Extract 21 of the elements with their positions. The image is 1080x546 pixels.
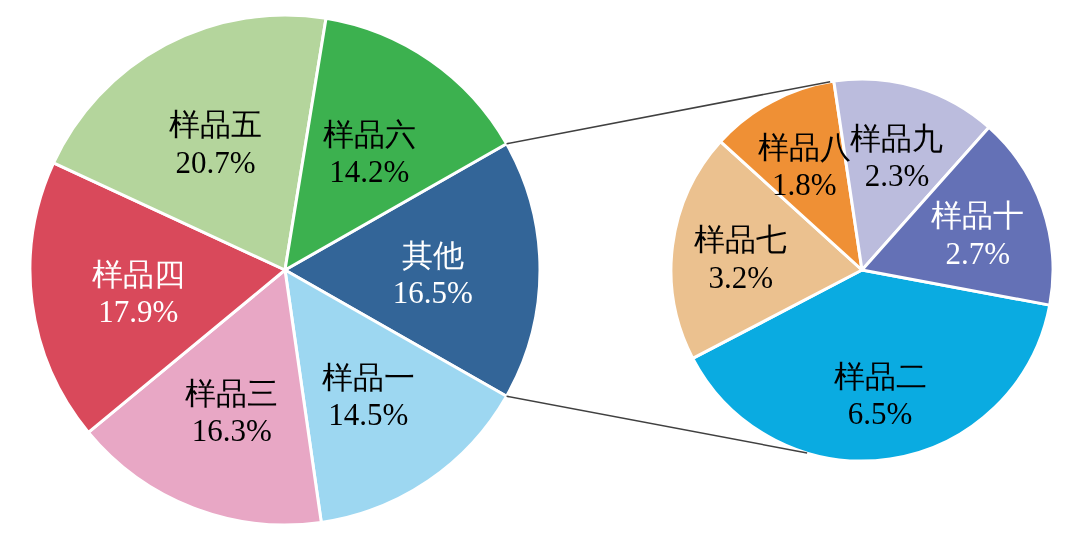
slice-label: 其他 [401, 238, 464, 273]
data-label: 2.7% [945, 235, 1010, 271]
data-label: 2.3% [864, 158, 930, 194]
data-label: 16.3% [191, 413, 272, 449]
data-label: 14.2% [329, 153, 410, 189]
data-label: 6.5% [847, 396, 913, 432]
data-label: 1.8% [772, 167, 837, 203]
slice-label: 样品六 [322, 116, 416, 152]
slice-label: 样品十 [931, 198, 1025, 234]
data-label: 16.5% [392, 275, 473, 311]
data-label: 3.2% [708, 259, 774, 295]
slice-label: 样品一 [321, 360, 415, 396]
data-label: 14.5% [328, 397, 409, 433]
slice-label: 样品三 [185, 375, 279, 411]
slice-label: 样品七 [694, 222, 788, 258]
slice-label: 样品四 [91, 256, 185, 292]
data-label: 17.9% [98, 294, 179, 330]
data-label: 20.7% [175, 144, 256, 180]
slice-label: 样品二 [833, 358, 927, 394]
slice-label: 样品五 [169, 107, 263, 143]
slice-label: 样品九 [850, 120, 944, 156]
